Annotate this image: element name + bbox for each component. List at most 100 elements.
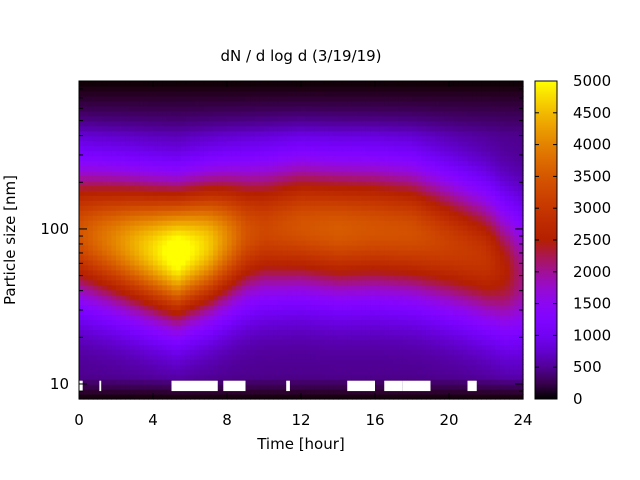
heatmap-cell — [277, 205, 284, 211]
heatmap-cell — [296, 259, 302, 266]
heatmap-cell — [245, 205, 251, 211]
heatmap-cell — [264, 195, 270, 201]
heatmap-cell — [268, 329, 274, 336]
heatmap-cell — [79, 130, 85, 137]
heatmap-cell — [148, 145, 154, 152]
heatmap-cell — [171, 294, 177, 301]
heatmap-cell — [314, 244, 321, 251]
heatmap-cell — [268, 85, 274, 92]
heatmap-cell — [384, 294, 390, 301]
heatmap-cell — [83, 110, 89, 117]
heatmap-cell — [88, 269, 94, 276]
heatmap-cell — [328, 394, 334, 400]
heatmap-cell — [407, 120, 413, 127]
heatmap-cell — [314, 284, 321, 291]
heatmap-cell — [356, 264, 362, 271]
heatmap-cell — [351, 389, 358, 395]
heatmap-cell — [148, 165, 154, 172]
heatmap-cell — [333, 314, 339, 321]
heatmap-cell — [139, 90, 145, 97]
heatmap-cell — [250, 344, 256, 350]
heatmap-cell — [301, 384, 307, 390]
heatmap-cell — [314, 389, 321, 395]
heatmap-cell — [254, 165, 260, 172]
heatmap-cell — [416, 120, 422, 127]
heatmap-cell — [314, 339, 321, 345]
heatmap-cell — [407, 95, 413, 102]
heatmap-cell — [139, 264, 145, 271]
heatmap-cell — [375, 150, 381, 157]
heatmap-cell — [264, 314, 270, 321]
heatmap-cell — [143, 299, 149, 306]
heatmap-cell — [430, 100, 436, 107]
heatmap-cell — [227, 90, 233, 97]
heatmap-cell — [425, 170, 432, 177]
heatmap-cell — [277, 329, 284, 336]
heatmap-cell — [388, 284, 395, 291]
heatmap-cell — [194, 115, 200, 122]
heatmap-cell — [166, 235, 173, 241]
heatmap-cell — [305, 314, 311, 321]
heatmap-cell — [116, 85, 122, 92]
heatmap-cell — [134, 314, 140, 321]
heatmap-cell — [264, 324, 270, 331]
heatmap-cell — [273, 354, 279, 360]
heatmap-cell — [157, 374, 163, 380]
heatmap-cell — [240, 185, 247, 191]
heatmap-cell — [375, 120, 381, 127]
heatmap-cell — [314, 105, 321, 112]
heatmap-cell — [435, 135, 441, 142]
heatmap-cell — [116, 175, 122, 181]
heatmap-cell — [111, 289, 117, 296]
heatmap-cell — [129, 200, 136, 206]
heatmap-cell — [333, 170, 339, 177]
heatmap-cell — [319, 135, 325, 142]
heatmap-cell — [83, 240, 89, 246]
heatmap-cell — [88, 125, 94, 132]
heatmap-cell — [375, 110, 381, 117]
heatmap-cell — [324, 284, 330, 291]
heatmap-cell — [120, 254, 126, 261]
heatmap-cell — [425, 125, 432, 132]
heatmap-cell — [282, 235, 288, 241]
heatmap-cell — [277, 140, 284, 147]
heatmap-cell — [213, 329, 219, 336]
heatmap-cell — [291, 329, 297, 336]
heatmap-cell — [296, 384, 302, 390]
heatmap-cell — [208, 95, 214, 102]
heatmap-cell — [384, 95, 390, 102]
heatmap-cell — [425, 264, 432, 271]
heatmap-cell — [370, 299, 376, 306]
heatmap-cell — [83, 339, 89, 345]
heatmap-cell — [416, 304, 422, 311]
heatmap-cell — [282, 120, 288, 127]
heatmap-cell — [273, 81, 279, 87]
heatmap-cell — [338, 274, 344, 281]
heatmap-cell — [375, 359, 381, 365]
heatmap-cell — [328, 95, 334, 102]
heatmap-cell — [162, 220, 168, 226]
heatmap-cell — [111, 150, 117, 157]
heatmap-cell — [92, 81, 99, 87]
heatmap-cell — [314, 170, 321, 177]
heatmap-cell — [342, 95, 348, 102]
heatmap-cell — [430, 329, 436, 336]
heatmap-cell — [120, 125, 126, 132]
heatmap-cell — [296, 314, 302, 321]
heatmap-cell — [236, 324, 242, 331]
heatmap-cell — [365, 334, 371, 340]
heatmap-cell — [190, 140, 196, 147]
heatmap-cell — [287, 324, 293, 331]
heatmap-cell — [208, 190, 214, 196]
heatmap-cell — [129, 81, 136, 87]
heatmap-cell — [245, 389, 251, 395]
heatmap-cell — [439, 394, 445, 400]
heatmap-cell — [203, 354, 210, 360]
heatmap-cell — [166, 185, 173, 191]
heatmap-cell — [356, 274, 362, 281]
heatmap-cell — [328, 334, 334, 340]
heatmap-cell — [185, 249, 191, 256]
heatmap-cell — [245, 354, 251, 360]
heatmap-cell — [250, 319, 256, 326]
heatmap-cell — [240, 110, 247, 117]
